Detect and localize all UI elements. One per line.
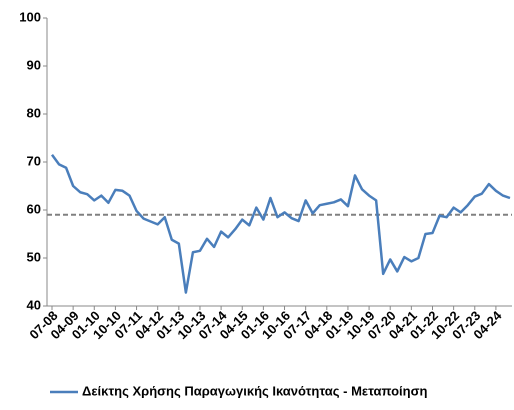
legend-label: Δείκτης Χρήσης Παραγωγικής Ικανότητας - … <box>82 383 428 398</box>
y-tick-label: 90 <box>27 57 41 72</box>
y-tick-label: 80 <box>27 105 41 120</box>
y-tick-label: 70 <box>27 153 41 168</box>
y-tick-label: 60 <box>27 201 41 216</box>
y-tick-label: 50 <box>27 249 41 264</box>
series-line <box>50 154 511 294</box>
y-tick-label: 40 <box>27 297 41 312</box>
y-tick-label: 100 <box>19 9 41 24</box>
